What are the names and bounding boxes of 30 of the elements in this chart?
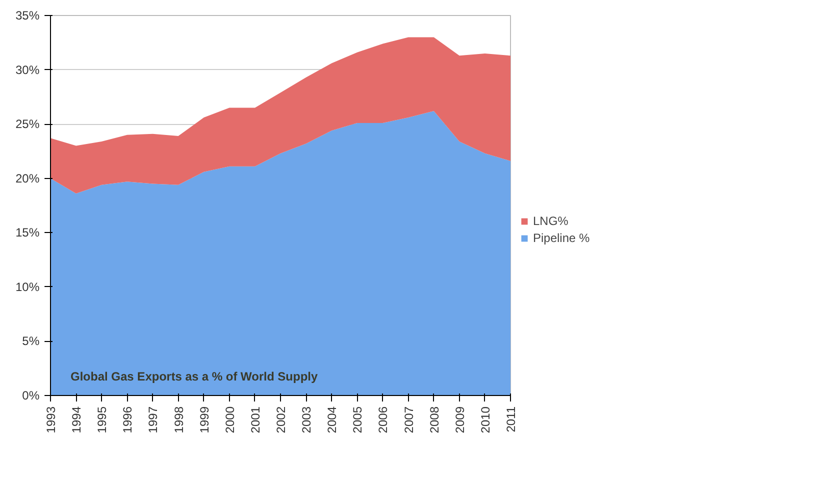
y-tick-label: 15% <box>15 226 40 240</box>
y-tick-label: 35% <box>15 8 40 22</box>
x-tick-label: 2003 <box>300 406 314 434</box>
x-tick-label: 2000 <box>222 406 237 434</box>
legend-label: LNG% <box>533 214 568 228</box>
x-tick-label: 2009 <box>452 406 467 434</box>
x-tick-label: 2001 <box>248 406 262 434</box>
y-tick-label: 20% <box>15 171 40 186</box>
x-tick-label: 2011 <box>504 406 518 432</box>
x-tick-label: 1996 <box>120 406 135 434</box>
x-tick-label: 1995 <box>95 406 110 434</box>
y-tick-label: 25% <box>15 117 40 132</box>
y-tick-label: 5% <box>22 334 40 348</box>
x-tick-label: 2007 <box>402 406 416 434</box>
legend-label: Pipeline % <box>533 231 590 245</box>
x-tick-label: 2002 <box>274 406 288 434</box>
x-tick-label: 1994 <box>70 406 84 434</box>
x-tick-label: 2008 <box>427 406 442 434</box>
annotation: Global Gas Exports as a % of World Supply <box>70 370 318 384</box>
y-tick-label: 10% <box>15 280 40 294</box>
x-tick-label: 2005 <box>350 406 365 434</box>
y-tick-label: 0% <box>22 388 40 402</box>
y-tick-label: 30% <box>15 62 40 77</box>
x-tick-label: 2006 <box>376 406 390 434</box>
x-tick-label: 2004 <box>325 406 340 434</box>
x-tick-label: 1997 <box>146 406 160 434</box>
x-tick-label: 1998 <box>172 406 186 434</box>
x-tick-label: 2010 <box>478 406 492 434</box>
x-tick-label: 1999 <box>197 406 212 434</box>
x-tick-label: 1993 <box>44 406 58 434</box>
